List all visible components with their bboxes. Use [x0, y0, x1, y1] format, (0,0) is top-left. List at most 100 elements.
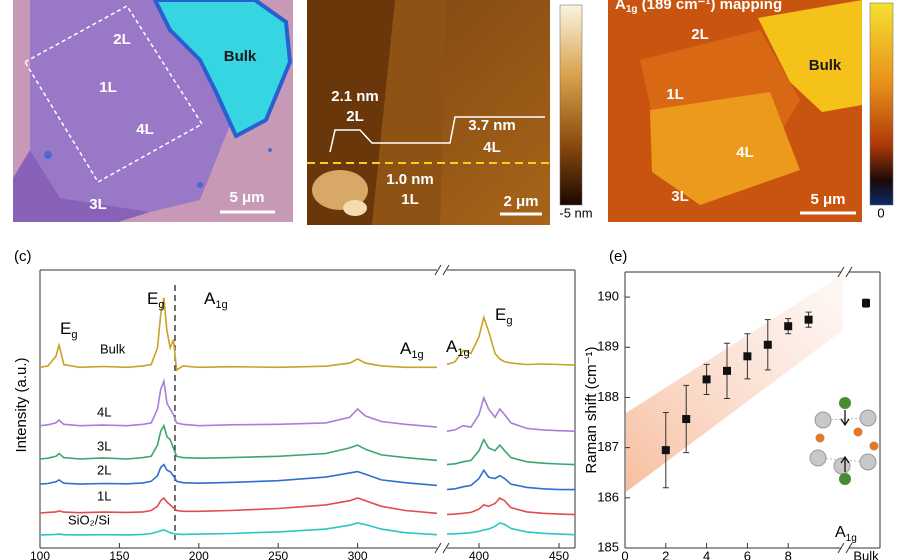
- colorbar-label: 0: [877, 205, 884, 220]
- layer-label: Bulk: [224, 48, 257, 65]
- x-tick-label: 250: [268, 549, 288, 560]
- y-tick-label: 186: [597, 489, 619, 504]
- raman-map: A1g (189 cm⁻¹) mapping 2L Bulk 1L 4L 3L …: [608, 0, 894, 222]
- peak-annotation: Eg: [60, 319, 78, 340]
- spectrum: [39, 297, 437, 372]
- colorbar-label: -5 nm: [559, 205, 592, 220]
- peak-annotation: A1g: [446, 337, 470, 358]
- peak-annotation-main: A: [204, 289, 216, 308]
- series-label: SiO₂/Si: [68, 512, 110, 527]
- scale-bar-label: 5 μm: [229, 189, 264, 206]
- peak-annotation-sub: 1g: [411, 349, 423, 361]
- x-tick-label: 6: [744, 548, 751, 560]
- marker: [862, 299, 870, 308]
- layer-label: 1L: [99, 79, 117, 96]
- spectrum: [39, 378, 438, 428]
- layer-label: 4L: [736, 144, 754, 161]
- marker: [804, 315, 813, 324]
- x-tick-label: 150: [109, 549, 129, 560]
- spectrum: [446, 468, 575, 491]
- colorbar: [869, 2, 894, 206]
- peak-annotation-sub: g: [71, 329, 77, 341]
- peak-annotation-main: E: [147, 289, 158, 308]
- marker: [784, 322, 793, 331]
- colorbar: [559, 4, 583, 206]
- layer-label: 3L: [671, 188, 689, 205]
- data-point: [682, 384, 691, 454]
- x-tick-label: 200: [189, 549, 209, 560]
- marker: [763, 340, 772, 349]
- peak-annotation: Eg: [147, 289, 165, 310]
- layer-label: 1L: [401, 191, 419, 208]
- series-label: 2L: [97, 462, 111, 477]
- spectrum: [446, 522, 576, 536]
- x-tick-label: 0: [621, 548, 628, 560]
- spectrum: [39, 423, 438, 462]
- spectrum: [39, 522, 438, 536]
- layer-label: 4L: [136, 121, 154, 138]
- x-tick-label: 8: [785, 548, 792, 560]
- height-label: 3.7 nm: [468, 117, 516, 134]
- peak-annotation-main: E: [60, 319, 71, 338]
- peak-annotation-sub: 1g: [457, 347, 469, 359]
- series-label: 1L: [97, 488, 111, 503]
- peak-annotation-sub: 1g: [215, 299, 227, 311]
- atom-inset: [809, 397, 879, 485]
- y-tick-label: 189: [597, 339, 619, 354]
- panel-label: (e): [609, 248, 627, 265]
- marker: [682, 415, 691, 424]
- panel-label: (c): [14, 248, 32, 265]
- marker: [743, 352, 752, 361]
- layer-label: 2L: [691, 26, 709, 43]
- y-tick-label: 190: [597, 289, 619, 304]
- data-point: [862, 298, 870, 308]
- peak-annotation: A1g: [400, 339, 424, 360]
- x-tick-label: 4: [703, 548, 710, 560]
- inset-label: A1g: [835, 524, 857, 543]
- layer-label: 1L: [666, 86, 684, 103]
- y-tick-label: 185: [597, 539, 619, 554]
- layer-label: 2L: [346, 108, 364, 125]
- scale-bar-label: 2 μm: [503, 193, 538, 210]
- axis-break: [837, 542, 853, 554]
- x-tick-label: 2: [662, 548, 669, 560]
- marker: [702, 375, 711, 384]
- spectrum: [39, 463, 438, 487]
- y-axis-label: Raman shift (cm⁻¹): [583, 346, 600, 473]
- data-point: [702, 363, 711, 395]
- peak-annotation: A1g: [204, 289, 228, 310]
- layer-label: 4L: [483, 139, 501, 156]
- layer-label: Bulk: [809, 57, 842, 74]
- peak-annotation-main: E: [495, 305, 506, 324]
- data-point: [784, 318, 793, 335]
- data-point: [661, 412, 670, 489]
- afm-image: 2.1 nm 2L 3.7 nm 4L 1.0 nm 1L 2 μm -5 nm: [307, 0, 593, 225]
- peak-annotation-sub: g: [158, 299, 164, 311]
- marker: [661, 446, 670, 455]
- peak-annotation-main: A: [400, 339, 412, 358]
- data-point: [804, 311, 813, 328]
- axis-break: [434, 264, 450, 276]
- layer-label: 3L: [89, 196, 107, 213]
- spectrum: [446, 314, 576, 366]
- map-title: A1g (189 cm⁻¹) mapping: [615, 0, 782, 15]
- peak-annotation: Eg: [495, 305, 513, 326]
- x-tick-label: Bulk: [853, 548, 879, 560]
- x-tick-label: 300: [348, 549, 368, 560]
- height-label: 1.0 nm: [386, 171, 434, 188]
- series-label: 3L: [97, 438, 111, 453]
- x-tick-label: 450: [549, 549, 569, 560]
- height-label: 2.1 nm: [331, 88, 379, 105]
- marker: [723, 366, 731, 375]
- spectrum: [39, 496, 438, 515]
- y-tick-label: 187: [597, 439, 619, 454]
- series-label: Bulk: [100, 341, 126, 356]
- y-axis-label: Intensity (a.u.): [13, 357, 30, 452]
- axis-break: [837, 266, 853, 278]
- spectrum: [446, 395, 576, 432]
- layer-label: 2L: [113, 31, 131, 48]
- x-tick-label: 400: [469, 549, 489, 560]
- data-point: [723, 342, 731, 399]
